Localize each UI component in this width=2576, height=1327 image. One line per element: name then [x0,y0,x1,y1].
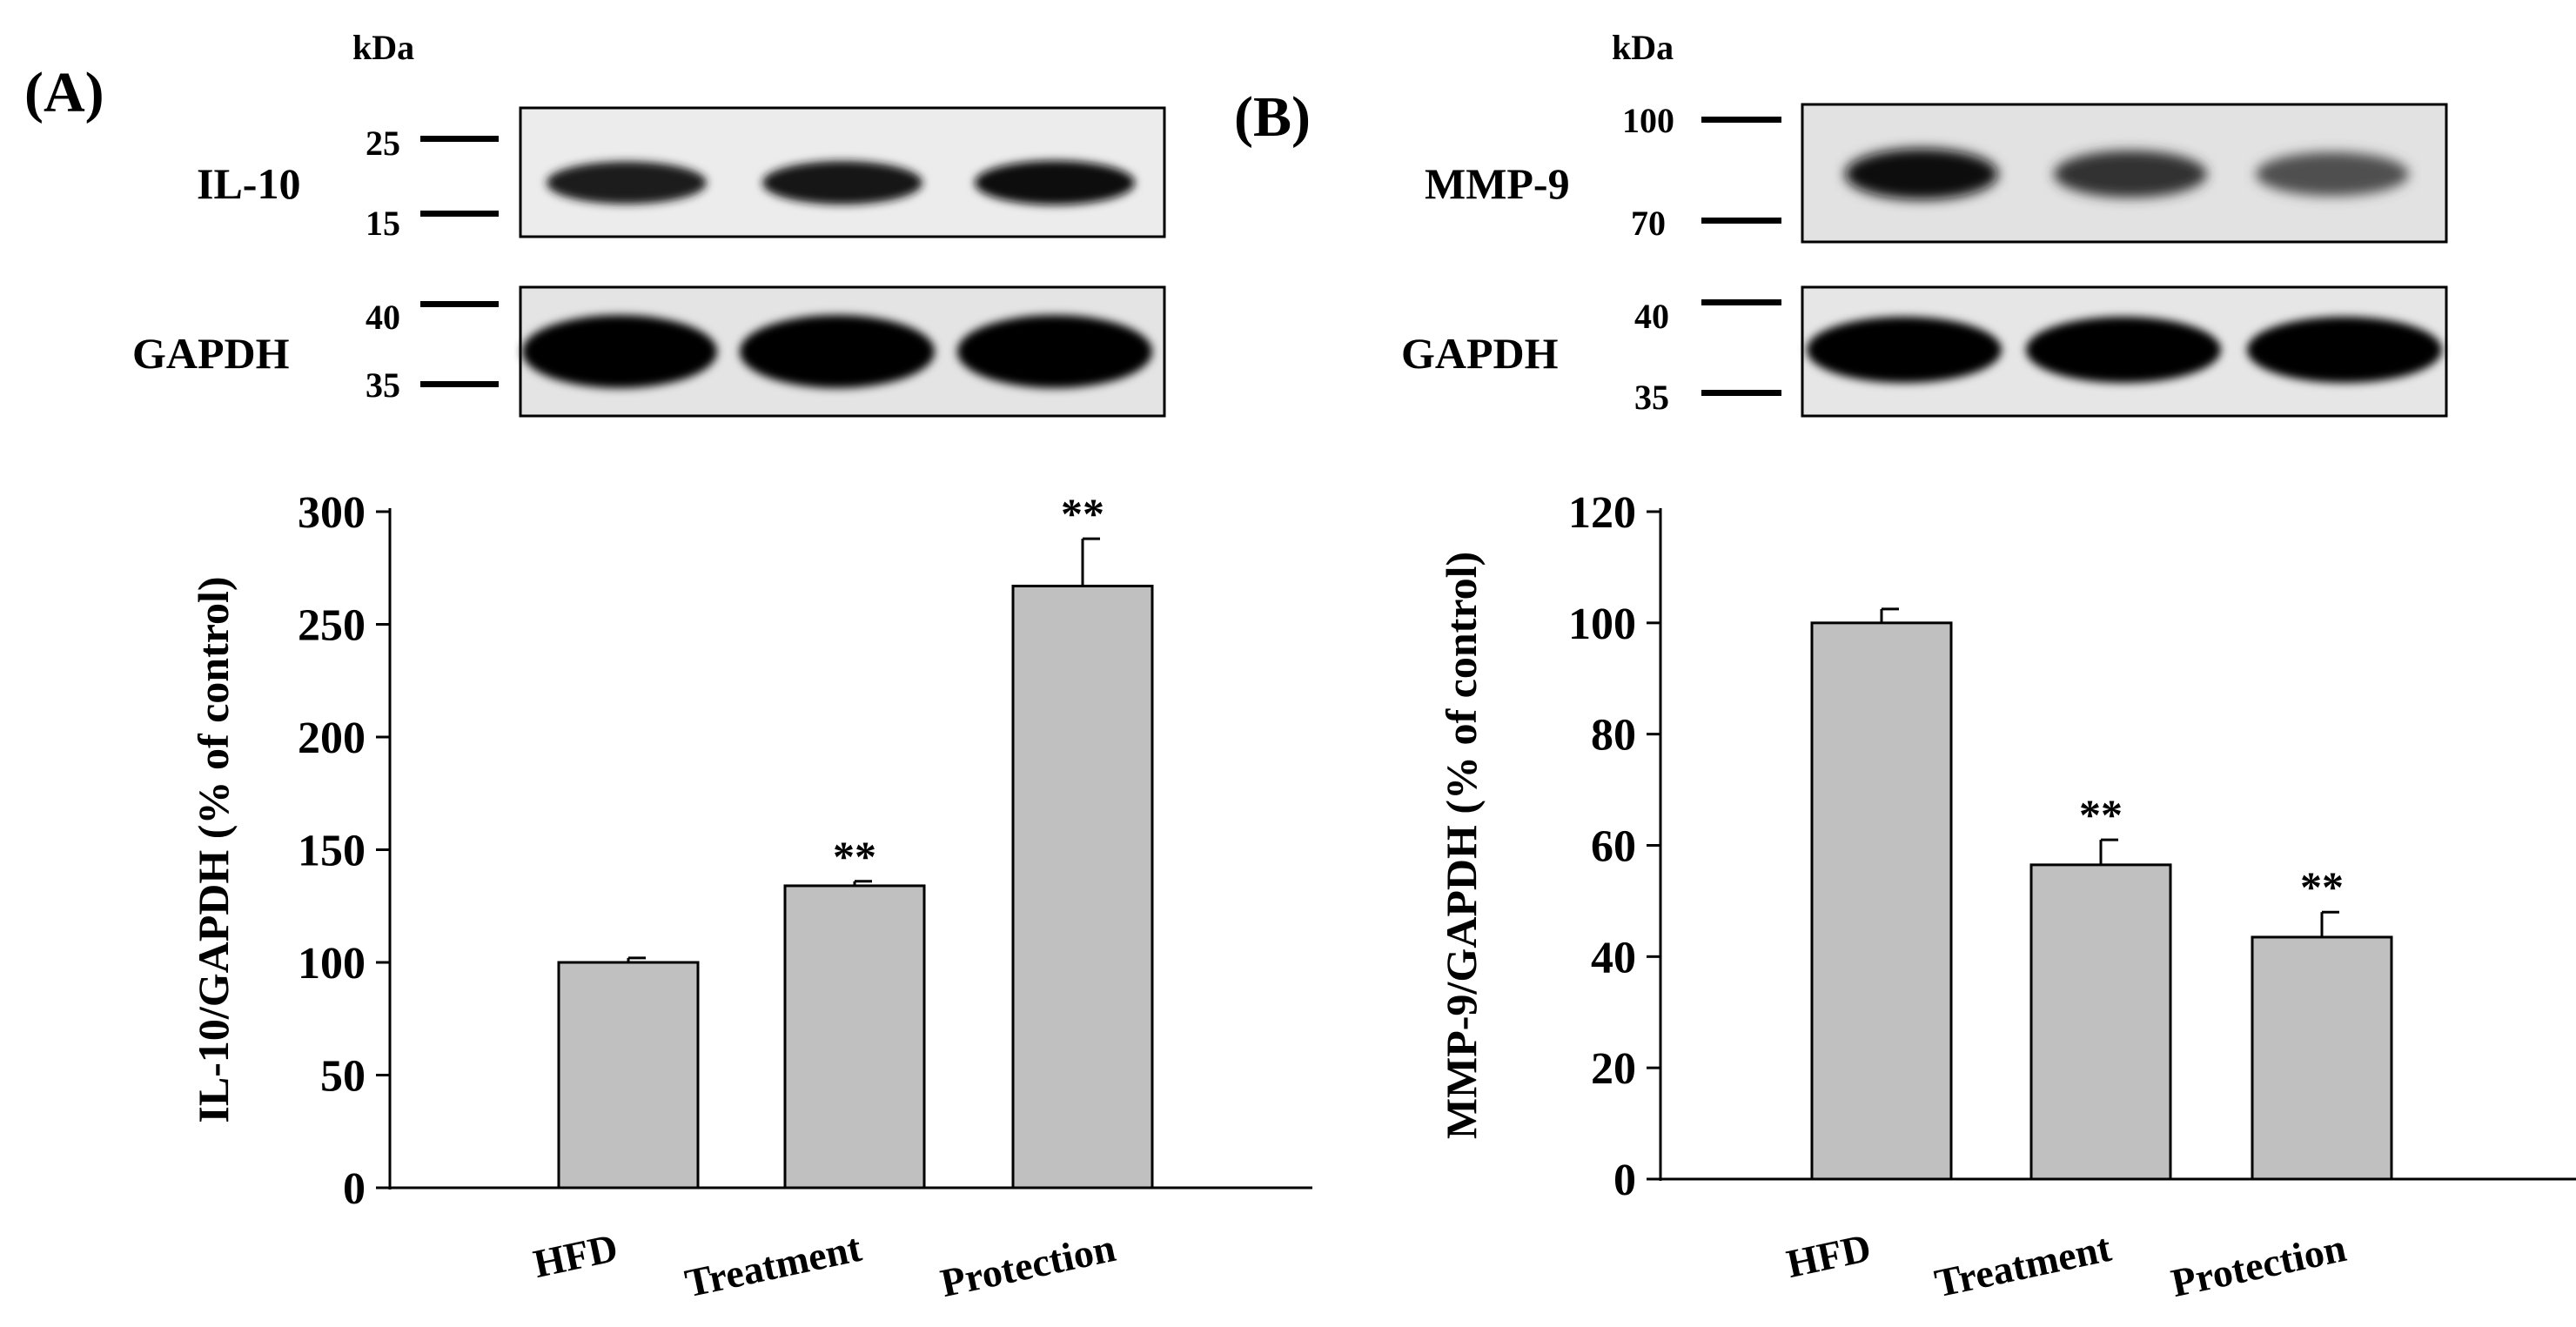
panel-b-blots: (B) kDa MMP-9 100 70 GAPDH 40 35 [1234,28,2448,418]
panel-b-loading-marker-bottom: 35 [1634,378,1669,417]
panel-b-target-band-3 [2256,151,2409,197]
y-tick-label: 100 [1568,600,1636,649]
y-tick-label: 50 [320,1052,366,1102]
panel-b-marker-tick [1701,218,1781,224]
y-tick-label: 100 [298,939,366,989]
category-label: Protection [936,1225,1119,1305]
panel-a-marker-tick [420,136,499,142]
panel-a-marker-tick [420,381,499,387]
y-tick-label: 200 [298,714,366,763]
panel-a-loading-marker-top: 40 [366,298,400,337]
y-tick-label: 120 [1568,488,1636,538]
panel-b-loading-band-1 [1807,317,2002,383]
panel-b-marker-top: 100 [1622,101,1674,140]
panel-a-target-band-3 [975,160,1135,205]
y-tick-label: 60 [1591,822,1636,872]
panel-a-label: (A) [24,61,104,124]
panel-b-marker-bottom: 70 [1631,204,1666,243]
bar-hfd [1810,621,1953,1181]
panel-b-loading-label: GAPDH [1401,329,1559,378]
panel-a-loading-band-2 [740,315,935,388]
category-label: HFD [1782,1225,1875,1286]
significance-marker: ** [2079,790,2123,839]
chart-b: 0 20 40 60 80 100 120 MMP-9/GAPDH (% of control… [1437,488,2576,1305]
panel-a-loading-band-1 [522,315,717,388]
panel-a-loading-marker-bottom: 35 [366,365,400,405]
bar-treatment [2029,863,2172,1181]
panel-a-target-band-1 [547,161,707,204]
panel-a-loading-bands [522,315,1152,388]
category-label: HFD [529,1225,621,1286]
y-tick-label: 20 [1591,1044,1636,1094]
panel-b-loading-band-2 [2026,317,2221,383]
y-tick-label: 300 [298,488,366,538]
panel-a-marker-bottom: 15 [366,204,400,243]
panel-b-target-band-2 [2054,151,2207,198]
panel-b-marker-tick [1701,117,1781,123]
significance-marker: ** [1061,489,1104,538]
panel-b-target-bands [1845,148,2409,200]
y-tick-label: 150 [298,827,366,876]
bar-protection [2251,935,2393,1181]
panel-b-marker-tick [1701,390,1781,396]
y-axis-label: IL-10/GAPDH (% of control) [189,576,238,1123]
panel-a-marker-tick [420,301,499,307]
bar-protection [1011,584,1154,1190]
category-label: Treatment [681,1225,866,1306]
panel-a-target-bands [547,160,1135,205]
panel-b-target-label: MMP-9 [1425,159,1570,208]
y-tick-label: 250 [298,601,366,651]
panel-a-loading-band-3 [957,315,1152,388]
bar-treatment [783,884,926,1190]
panel-a-target-band-2 [762,161,922,204]
panel-a-loading-label: GAPDH [132,329,290,378]
panel-a-kda-label: kDa [352,28,414,67]
panel-b-loading-band-3 [2247,317,2442,383]
panel-b-kda-label: kDa [1612,28,1674,67]
panel-a-target-label: IL-10 [197,159,300,208]
panel-b-marker-tick [1701,299,1781,305]
category-label: Protection [2167,1225,2350,1305]
y-tick-label: 40 [1591,933,1636,982]
panel-b-target-band-1 [1845,148,1998,200]
bar-hfd [557,961,700,1190]
y-tick-label: 0 [1613,1156,1636,1205]
panel-a-marker-top: 25 [366,124,400,163]
category-label: Treatment [1931,1225,2116,1306]
panel-b-loading-marker-top: 40 [1634,297,1669,336]
panel-a-marker-tick [420,211,499,217]
significance-marker: ** [833,832,876,881]
y-tick-label: 0 [343,1164,366,1214]
panel-a-blots: (A) kDa IL-10 25 15 GAPDH 40 35 [24,28,1166,418]
panel-b-loading-bands [1807,317,2442,383]
y-axis-label: MMP-9/GAPDH (% of control) [1437,552,1486,1139]
y-tick-label: 80 [1591,711,1636,761]
chart-a: 0 50 100 150 200 250 300 IL-10/GAPDH (% of cont… [189,488,1312,1305]
panel-b-label: (B) [1234,85,1311,149]
significance-marker: ** [2300,862,2344,911]
